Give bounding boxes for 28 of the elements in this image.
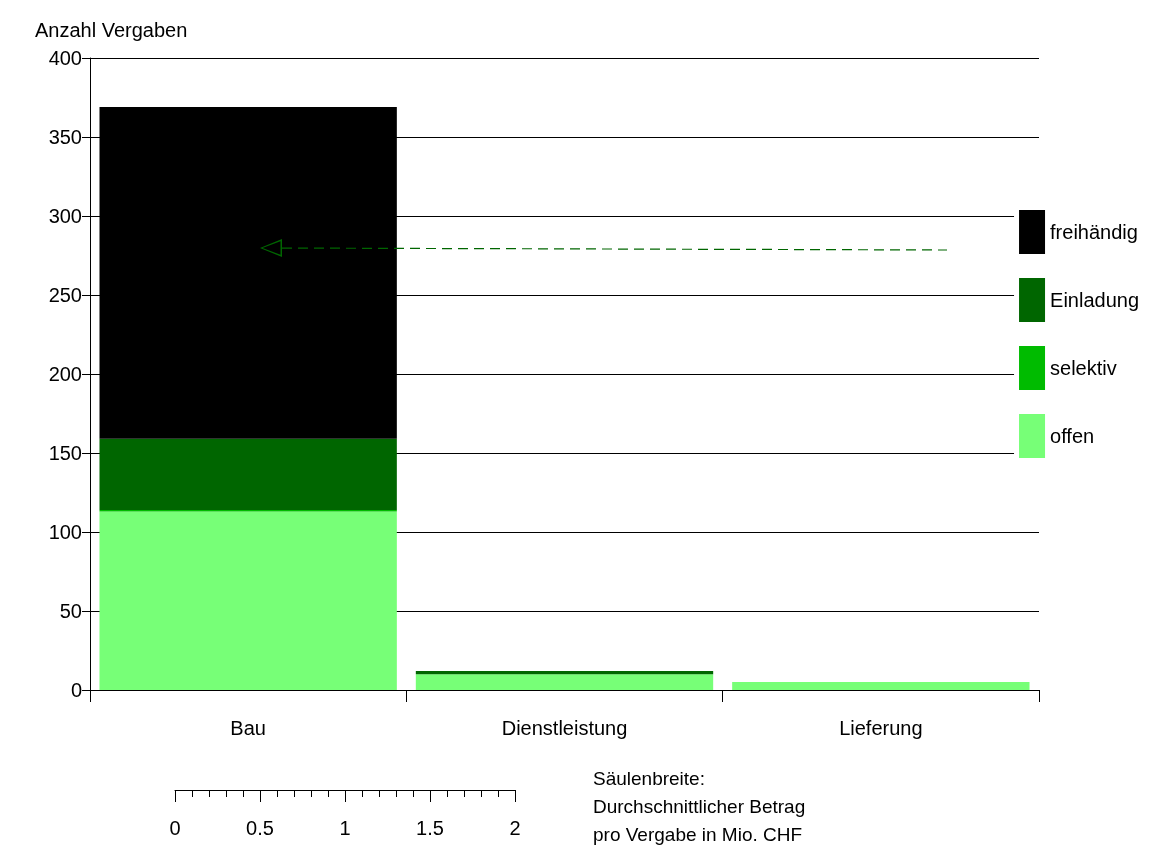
x-tick-label: Dienstleistung xyxy=(501,717,628,739)
x2-tick-label: 1 xyxy=(339,817,351,839)
y-tick-label: 250 xyxy=(48,284,82,306)
bar xyxy=(415,674,714,690)
legend-label: offen xyxy=(1050,425,1095,447)
x2-axis-title: Säulenbreite: Durchschnittlicher Betrag pro Vergabe in Mio. CHF xyxy=(593,767,806,845)
y-tick-label: 0 xyxy=(70,679,82,701)
y-tick-label: 300 xyxy=(48,205,82,227)
x2-tick-label: 0 xyxy=(169,817,181,839)
y-tick-label: 100 xyxy=(48,521,82,543)
y-tick-label: 150 xyxy=(48,442,82,464)
bar xyxy=(415,671,714,675)
legend-label: selektiv xyxy=(1050,357,1117,379)
bar xyxy=(99,511,397,690)
y-tick-label: 350 xyxy=(48,126,82,148)
y-tick-label: 50 xyxy=(59,600,82,622)
y-axis-title: Anzahl Vergaben xyxy=(35,19,188,41)
x-tick-label: Bau xyxy=(230,717,266,739)
x-tick-label: Lieferung xyxy=(839,717,923,739)
x2-tick-label: 1.5 xyxy=(416,817,444,839)
x2-tick-label: 0.5 xyxy=(246,817,274,839)
x2-tick-label: 2 xyxy=(509,817,521,839)
y-tick-label: 400 xyxy=(48,47,82,69)
y-tick-label: 200 xyxy=(48,363,82,385)
bar xyxy=(732,682,1030,690)
bar xyxy=(99,438,397,510)
legend-label: Einladung xyxy=(1050,289,1139,311)
legend-label: freihändig xyxy=(1050,221,1138,243)
